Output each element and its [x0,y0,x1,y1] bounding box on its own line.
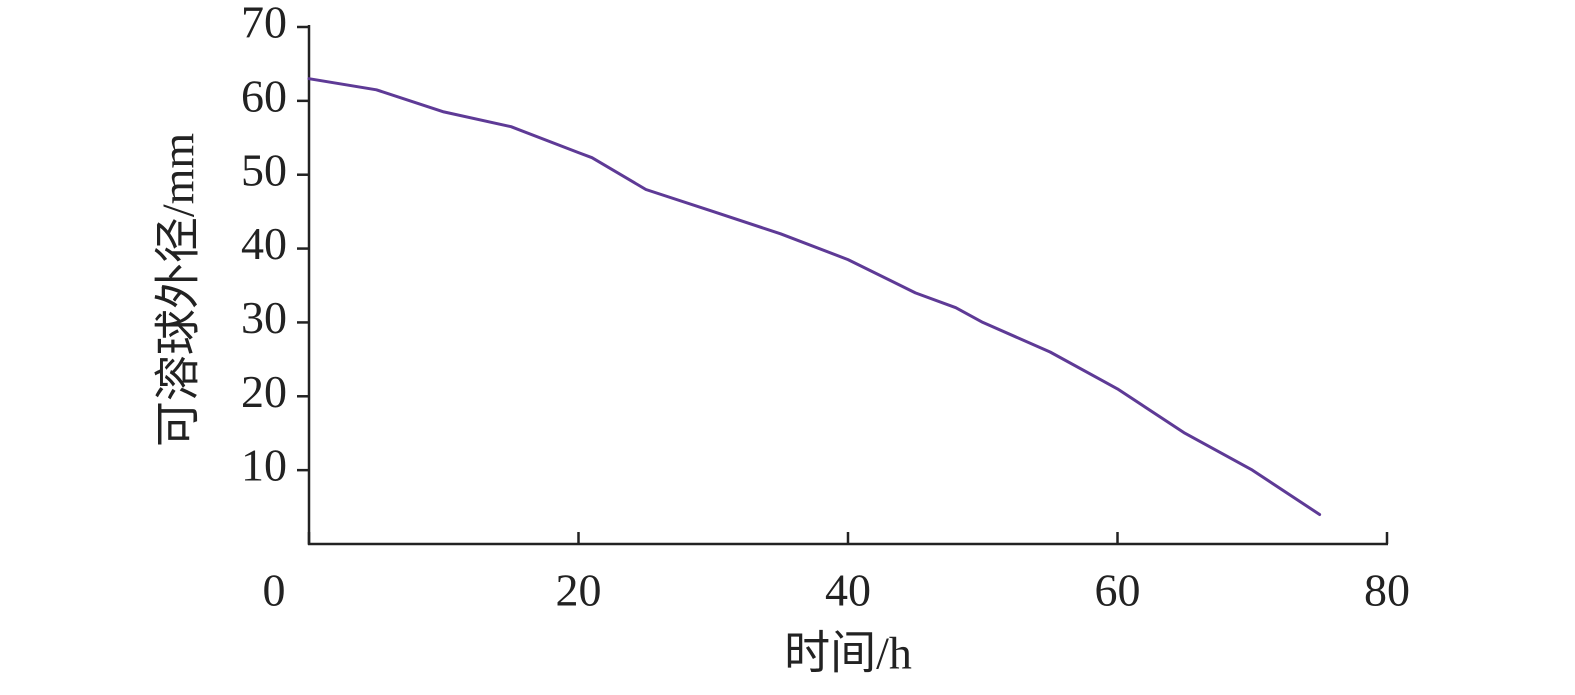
y-tick-label: 40 [241,218,287,269]
x-tick-label: 20 [556,565,602,616]
y-tick-label: 50 [241,144,287,195]
x-axis-label: 时间/h [784,628,912,679]
x-tick-label: 0 [263,565,286,616]
y-tick-label: 60 [241,70,287,121]
y-tick-label: 10 [241,440,287,491]
x-tick-label: 80 [1364,565,1410,616]
x-tick-label: 40 [825,565,871,616]
data-line [307,77,1322,516]
x-tick-label: 60 [1095,565,1141,616]
y-tick-label: 20 [241,366,287,417]
y-tick-label: 70 [241,0,287,48]
y-axis-label: 可溶球外径/mm [153,133,204,448]
y-tick-label: 30 [241,292,287,343]
